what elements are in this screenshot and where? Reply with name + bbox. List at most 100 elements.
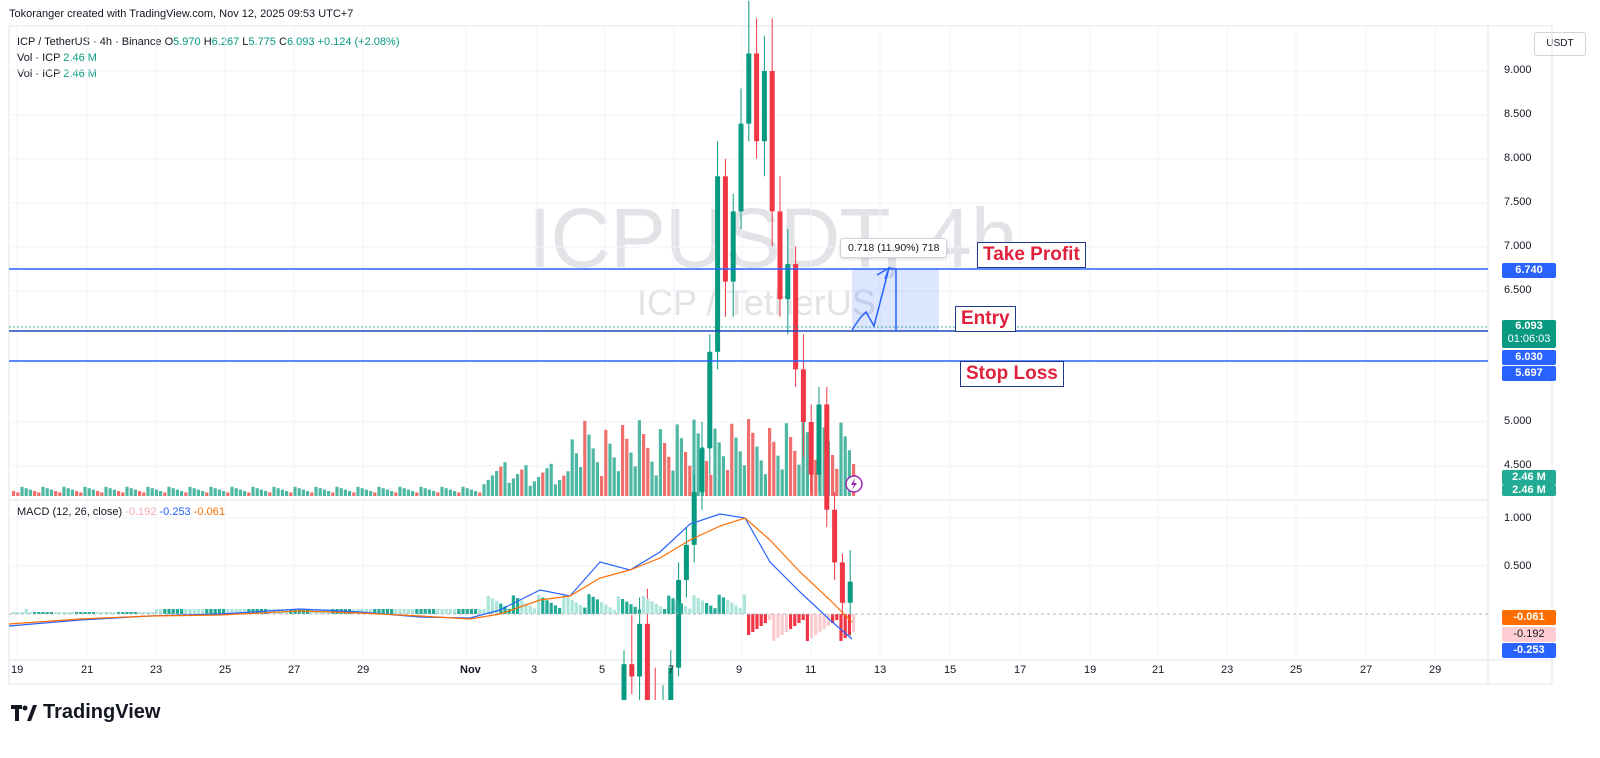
volume-bar	[49, 489, 53, 496]
candle-body	[621, 664, 627, 700]
macd-histogram-bar	[810, 614, 814, 638]
volume-bar	[587, 434, 591, 496]
volume-bar	[247, 492, 251, 496]
macd-histogram-bar	[398, 609, 402, 614]
tradingview-logo[interactable]: TradingView	[11, 701, 160, 724]
symbol-name[interactable]: ICP / TetherUS · 4h · Binance	[17, 36, 162, 48]
position-range-label[interactable]: 0.718 (11.90%) 718	[840, 238, 948, 258]
volume-bar	[398, 486, 402, 496]
macd-histogram-bar	[268, 609, 272, 614]
volume-bar	[814, 459, 818, 496]
volume-bar	[33, 491, 37, 496]
vol-value: 2.46 M	[63, 52, 97, 64]
time-axis-label: 23	[150, 664, 163, 676]
volume-bar	[339, 488, 343, 496]
volume-bar	[553, 484, 557, 496]
macd-histogram-bar	[839, 614, 843, 641]
macd-histogram-bar	[45, 612, 49, 614]
candle-body	[722, 176, 728, 282]
macd-histogram-bar	[482, 609, 486, 614]
volume-bar	[427, 489, 431, 496]
macd-histogram-bar	[646, 598, 650, 614]
volume-bar	[566, 471, 570, 496]
macd-histogram-bar	[427, 609, 431, 614]
volume-bar	[138, 491, 142, 496]
candle-body	[839, 562, 845, 603]
volume-bar	[289, 492, 293, 496]
macd-histogram-bar	[843, 614, 847, 638]
macd-histogram-bar	[772, 614, 776, 641]
volume-bar	[356, 486, 360, 496]
volume-bar	[511, 478, 515, 496]
macd-histogram-bar	[587, 594, 591, 614]
macd-histogram-bar	[205, 609, 209, 614]
volume-bar	[293, 486, 297, 496]
time-axis-label: 5	[599, 664, 606, 676]
time-axis-label: 17	[1014, 664, 1027, 676]
time-axis-label: 27	[1360, 664, 1373, 676]
time-axis-label: 21	[1152, 664, 1165, 676]
macd-histogram-bar	[835, 614, 839, 620]
macd-histogram-bar	[415, 609, 419, 614]
volume-bar	[478, 492, 482, 496]
macd-histogram-bar	[553, 605, 557, 614]
volume-bar	[713, 428, 717, 496]
price-axis-label: 7.500	[1504, 196, 1532, 208]
volume-bar	[310, 492, 314, 496]
volume-bar	[768, 428, 772, 496]
macd-histogram-bar	[826, 614, 830, 626]
open-label: O	[164, 36, 174, 48]
time-axis-label: 29	[357, 664, 370, 676]
macd-histogram-bar	[41, 612, 45, 614]
macd-histogram-bar	[831, 614, 835, 623]
entry-annotation[interactable]: Entry	[955, 306, 1016, 332]
volume-bar	[633, 466, 637, 496]
projected-path	[851, 267, 897, 331]
macd-histogram-bar	[96, 612, 100, 614]
volume-bar	[251, 486, 255, 496]
macd-histogram-bar	[499, 603, 503, 614]
candle-body	[754, 53, 760, 142]
macd-histogram-bar	[12, 612, 16, 614]
macd-histogram-bar	[705, 603, 709, 614]
macd-histogram-bar	[129, 612, 133, 614]
volume-bar	[331, 492, 335, 496]
volume-bar	[717, 442, 721, 496]
volume-bar	[276, 488, 280, 496]
volume-row-1[interactable]: Vol · ICP 2.46 M	[17, 50, 399, 66]
currency-button[interactable]: USDT	[1534, 32, 1586, 56]
volume-bar	[390, 491, 394, 496]
vol-label: Vol · ICP	[17, 52, 61, 64]
macd-histogram-bar	[595, 599, 599, 614]
macd-histogram-bar	[562, 594, 566, 614]
macd-legend[interactable]: MACD (12, 26, close) -0.192 -0.253 -0.06…	[17, 506, 225, 518]
stop-loss-annotation[interactable]: Stop Loss	[960, 361, 1064, 387]
signal-line	[8, 517, 853, 625]
volume-bar	[175, 489, 179, 496]
volume-bar	[201, 491, 205, 496]
volume-bar	[545, 468, 549, 496]
volume-bar	[108, 488, 112, 496]
volume-bar	[784, 423, 788, 496]
volume-bar	[692, 419, 696, 496]
macd-histogram-bar	[243, 609, 247, 614]
volume-bar	[217, 489, 221, 496]
macd-histogram-bar	[373, 609, 377, 614]
macd-value-3: -0.061	[193, 506, 225, 518]
volume-bar	[457, 492, 461, 496]
candle-body	[832, 509, 838, 563]
price-chart[interactable]	[0, 0, 1600, 700]
volume-bar	[549, 463, 553, 496]
volume-bar	[117, 491, 121, 496]
take-profit-annotation[interactable]: Take Profit	[977, 242, 1086, 268]
candle-body	[769, 71, 775, 212]
volume-bar	[373, 492, 377, 496]
macd-histogram-bar	[789, 614, 793, 629]
volume-bar	[264, 491, 268, 496]
macd-histogram-bar	[684, 606, 688, 614]
candle-body	[707, 351, 713, 449]
volume-bar	[234, 488, 238, 496]
volume-bar	[58, 492, 62, 496]
macd-histogram-bar	[226, 609, 230, 614]
macd-histogram-bar	[822, 614, 826, 629]
